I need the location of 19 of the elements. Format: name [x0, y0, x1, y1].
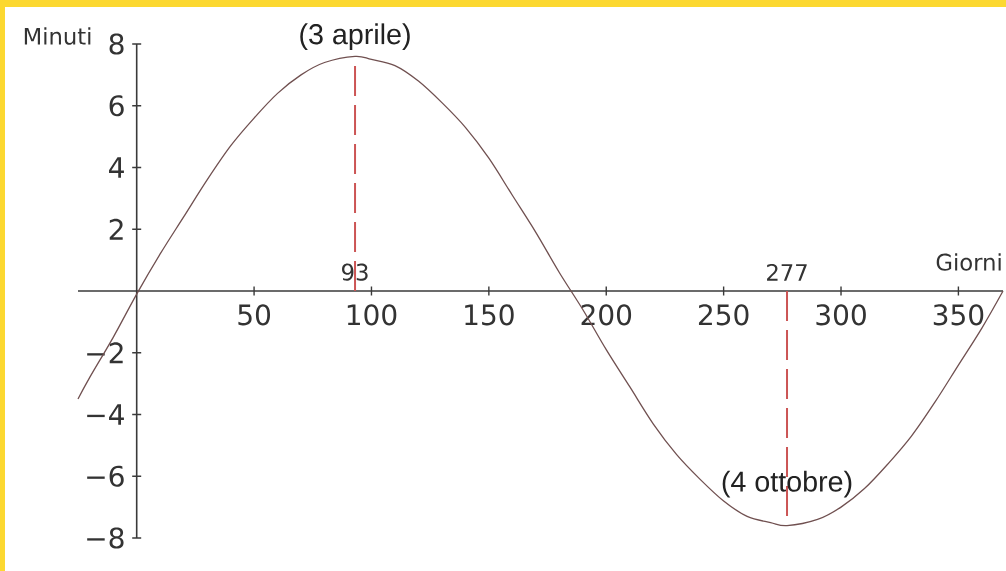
- x-tick-label: 350: [933, 304, 984, 326]
- x-tick-label: 250: [698, 304, 749, 326]
- annotation: (3 aprile): [300, 23, 410, 51]
- x-tick-label: 150: [465, 304, 514, 326]
- x-tick-label: 300: [816, 304, 866, 326]
- y-tick-label: 6: [109, 95, 124, 117]
- x-tick-label: 50: [238, 304, 271, 326]
- y-tick-label: −4: [87, 404, 124, 425]
- line-series: [77, 55, 1004, 527]
- x-tick-label: 100: [347, 304, 397, 326]
- y-axis-title: Minuti: [24, 27, 91, 45]
- y-tick-label: −6: [87, 465, 124, 487]
- y-tick-label: 8: [109, 33, 124, 55]
- x-axis-title: Giorni: [936, 253, 1001, 271]
- annotation: (4 ottobre): [722, 470, 852, 498]
- y-tick-label: −8: [87, 527, 124, 549]
- y-tick-label: 2: [109, 218, 123, 240]
- y-tick-label: 4: [109, 157, 124, 178]
- ref-line-label: 277: [767, 263, 807, 281]
